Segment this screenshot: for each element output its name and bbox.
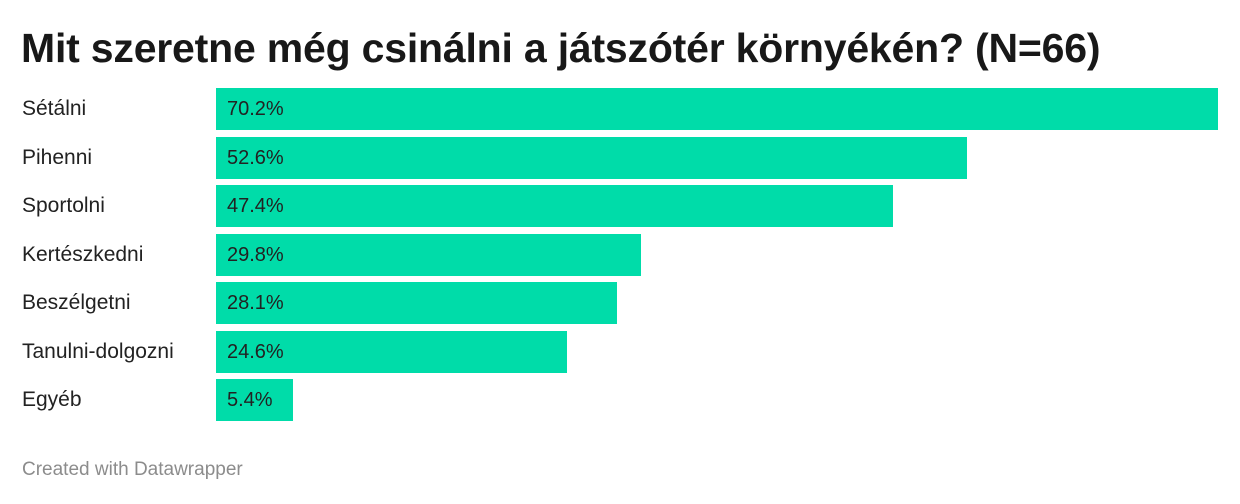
bar-value-label: 28.1% <box>227 292 284 314</box>
category-label: Egyéb <box>22 388 82 411</box>
bar-row: Tanulni-dolgozni 24.6% <box>0 330 1240 373</box>
bar-value-label: 29.8% <box>227 243 284 266</box>
category-label: Beszélgetni <box>22 291 131 314</box>
datawrapper-credit: Created with Datawrapper <box>22 459 243 480</box>
bar <box>216 330 568 373</box>
bar-row: Beszélgetni 28.1% <box>0 282 1240 324</box>
category-label: Sétálni <box>22 97 87 120</box>
category-label: Kertészkedni <box>22 242 144 266</box>
bar <box>216 88 1218 130</box>
bar-row: Pihenni 52.6% <box>0 136 1240 179</box>
bar-row: Sportolni 47.4% <box>0 185 1240 227</box>
bar-value-label: 5.4% <box>227 389 273 411</box>
category-label: Pihenni <box>22 145 93 169</box>
bar-row: Sétálni 70.2% <box>0 88 1240 130</box>
bar-value-label: 24.6% <box>227 340 284 363</box>
bar <box>216 379 294 421</box>
category-label: Tanulni-dolgozni <box>22 339 174 363</box>
bar-value-label: 70.2% <box>227 98 284 120</box>
bar-value-label: 52.6% <box>227 146 284 169</box>
bar <box>216 282 618 324</box>
bar-row: Kertészkedni 29.8% <box>0 233 1240 276</box>
bar-value-label: 47.4% <box>227 195 284 217</box>
bar <box>216 185 893 227</box>
chart-title: Mit szeretne még csinálni a játszótér kö… <box>21 25 1101 71</box>
bar <box>216 136 967 179</box>
bar-row: Egyéb 5.4% <box>0 379 1240 421</box>
bar <box>216 233 642 276</box>
category-label: Sportolni <box>22 194 105 217</box>
